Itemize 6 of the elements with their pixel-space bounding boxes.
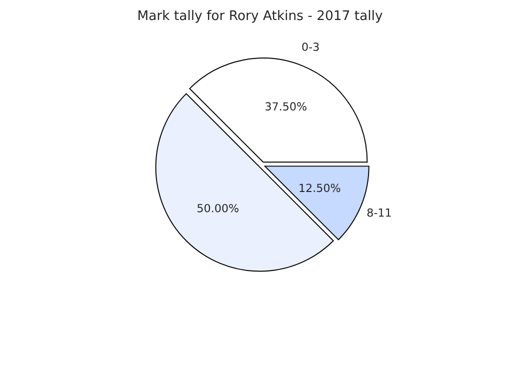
data-label: 37.50% [266,102,306,111]
data-label: 12.50% [300,184,340,192]
slice-label: 0-3 [302,42,319,51]
slice-label: 8-11 [367,208,391,217]
chart-title: Mark tally for Rory Atkins - 2017 tally [138,10,382,23]
data-label: 50.00% [198,204,238,212]
